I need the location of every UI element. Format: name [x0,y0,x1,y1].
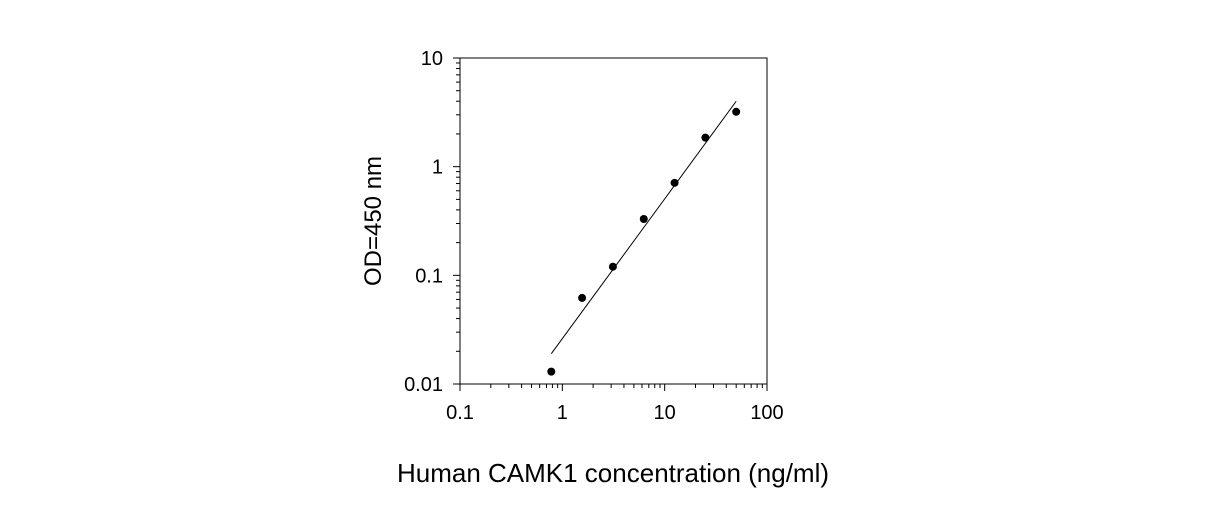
y-axis-tick-labels: 0.01 0.1 1 10 [404,48,443,396]
plot-frame [459,57,768,385]
x-tick-label: 10 [654,402,676,424]
data-points [547,107,741,376]
y-axis-ticks [453,57,460,385]
y-tick-label: 1 [432,157,443,179]
data-point [670,178,679,187]
data-point [732,107,741,116]
data-point [578,293,587,302]
y-tick-label: 0.1 [415,265,443,287]
x-tick-label: 0.1 [446,402,474,424]
data-point [608,262,617,271]
y-tick-label: 0.01 [404,374,443,396]
x-axis-title: Human CAMK1 concentration (ng/ml) [397,458,829,488]
y-tick-label: 10 [421,48,443,70]
x-axis-ticks [459,384,768,391]
x-axis-tick-labels: 0.1 1 10 100 [446,402,784,424]
data-point [547,367,556,376]
y-axis-title: OD=450 nm [360,156,387,286]
x-tick-label: 100 [750,402,783,424]
fit-line [550,100,737,355]
data-point [639,214,648,223]
data-point [701,133,710,142]
x-tick-label: 1 [557,402,568,424]
